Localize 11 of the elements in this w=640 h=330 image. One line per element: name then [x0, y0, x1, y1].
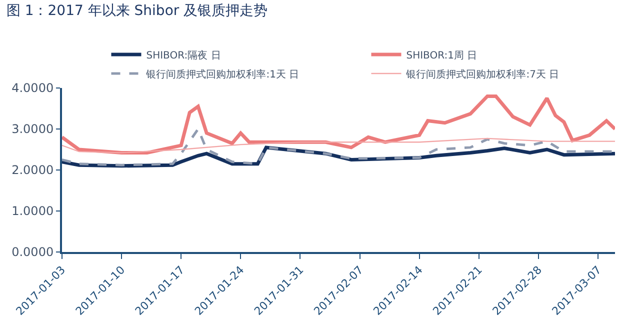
line-series: [62, 138, 615, 154]
y-tick-label: 3.0000: [12, 122, 54, 136]
legend-label: 银行间质押式回购加权利率:7天 日: [405, 68, 560, 80]
y-tick-label: 0.0000: [12, 245, 54, 260]
y-tick-label: 2.0000: [12, 163, 54, 178]
chart-title: 图 1：2017 年以来 Shibor 及银质押走势: [6, 2, 268, 19]
legend-label: 银行间质押式回购加权利率:1天 日: [145, 68, 300, 80]
legend-label: SHIBOR:隔夜 日: [146, 49, 221, 62]
y-tick-label: 4.0000: [12, 81, 54, 96]
y-tick-label: 1.0000: [12, 204, 54, 218]
legend-label: SHIBOR:1周 日: [406, 50, 478, 62]
